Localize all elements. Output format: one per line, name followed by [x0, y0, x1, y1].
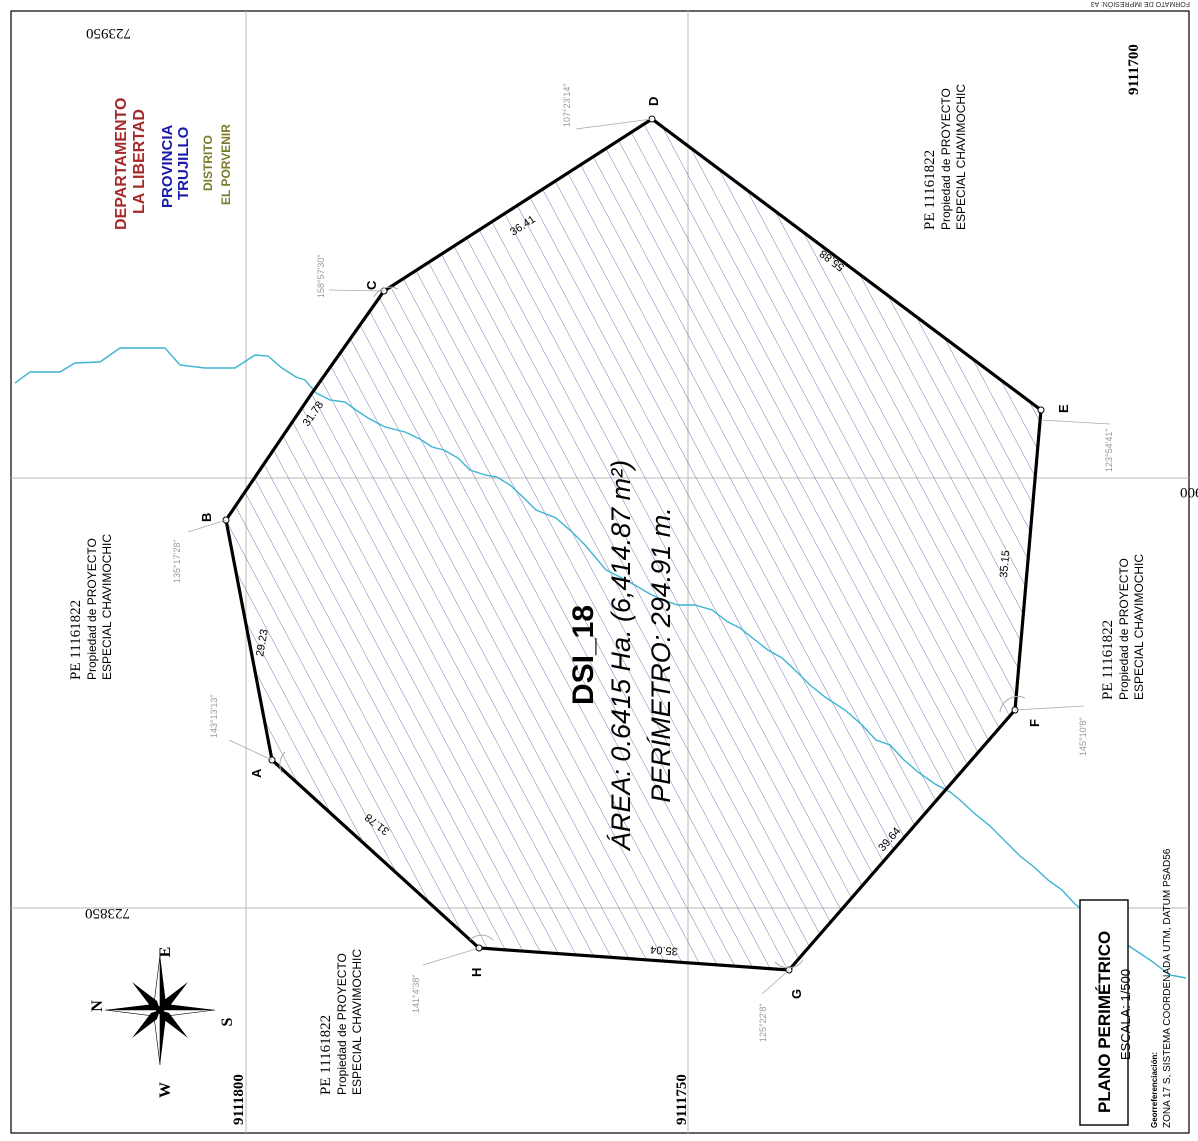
compass-e: E	[157, 947, 174, 958]
compass-rose: N E S W	[89, 947, 236, 1098]
title-block: PLANO PERIMÉTRICO ESCALA: 1/500 Georrefe…	[1079, 848, 1173, 1128]
side-length-AB: 29.23	[254, 628, 271, 657]
coord-northing-low: 723850	[85, 905, 130, 921]
vertex-angle-E: 123°54'41"	[1104, 428, 1114, 472]
property-label-left: PE 11161822 Propiedad de PROYECTO ESPECI…	[68, 534, 114, 680]
property-label-bottom-left: PE 11161822 Propiedad de PROYECTO ESPECI…	[318, 949, 364, 1095]
vertex-angle-A: 143°13'13"	[209, 694, 219, 738]
property-line2: ESPECIAL CHAVIMOCHIC	[1132, 554, 1146, 700]
vertex-label-B: B	[199, 513, 214, 522]
river-line	[14, 347, 1187, 979]
distrito-label: DISTRITO	[201, 135, 215, 191]
property-line1: Propiedad de PROYECTO	[85, 538, 99, 680]
property-line2: ESPECIAL CHAVIMOCHIC	[100, 534, 114, 680]
departamento-label: DEPARTAMENTO	[113, 98, 130, 230]
compass-star-icon	[104, 954, 216, 1066]
plan-scale: ESCALA: 1/500	[1118, 969, 1133, 1060]
compass-s: S	[219, 1017, 236, 1026]
vertex-angle-G: 125°22'8"	[758, 1003, 768, 1042]
vertex-angle-D: 107°23'14"	[562, 83, 572, 127]
property-line1: Propiedad de PROYECTO	[939, 88, 953, 230]
compass-n: N	[89, 1000, 106, 1012]
parcel-area: ÁREA: 0.6415 Ha. (6,414.87 m²)	[606, 460, 636, 852]
vertex-label-D: D	[646, 97, 661, 106]
compass-w: W	[157, 1082, 174, 1098]
property-code: PE 11161822	[318, 1015, 334, 1095]
property-line1: Propiedad de PROYECTO	[1117, 558, 1131, 700]
provincia-label: PROVINCIA	[159, 124, 176, 208]
vertex-label-F: F	[1027, 719, 1042, 727]
map-frame	[10, 10, 1190, 1134]
vertex-A: A 143°13'13"	[209, 694, 286, 778]
vertex-H: H 141°4'38"	[411, 934, 494, 1013]
parcel-perimeter: PERÍMETRO: 294.91 m.	[646, 507, 676, 803]
georef-label: Georreferenciación:	[1150, 1052, 1159, 1128]
coord-easting-bottom-mid: 9111750	[674, 1074, 690, 1125]
vertex-G: G 125°22'8"	[758, 959, 804, 1042]
property-line2: ESPECIAL CHAVIMOCHIC	[350, 949, 364, 1095]
vertex-B: B 135°17'28"	[172, 513, 230, 583]
parcel-name: DSI_18	[567, 605, 600, 705]
vertex-label-H: H	[469, 968, 484, 977]
departamento-value: LA LIBERTAD	[131, 109, 148, 214]
plan-title: PLANO PERIMÉTRICO	[1095, 931, 1114, 1113]
vertex-label-G: G	[789, 989, 804, 999]
side-length-GH: 35.04	[650, 943, 678, 957]
georef-text: ZONA 17 S, SISTEMA COORDENADA UTM, DATUM…	[1162, 848, 1173, 1128]
property-label-right: PE 11161822 Propiedad de PROYECTO ESPECI…	[1100, 554, 1146, 700]
vertex-angle-B: 135°17'28"	[172, 539, 182, 583]
distrito-value: EL PORVENIR	[219, 124, 233, 205]
vertex-D: D 107°23'14"	[562, 83, 661, 130]
vertex-C: C 158°57'30"	[316, 254, 399, 298]
vertex-label-A: A	[249, 768, 264, 778]
property-code: PE 11161822	[68, 600, 84, 680]
format-note: FORMATO DE IMPRESIÓN: A3	[1091, 0, 1190, 9]
vertex-label-C: C	[364, 280, 379, 290]
coord-easting-top-right: 9111700	[1126, 44, 1142, 95]
vertex-F: F 145°10'8"	[999, 696, 1088, 756]
vertex-E: E 123°54'41"	[1037, 404, 1114, 472]
property-label-top-right: PE 11161822 Propiedad de PROYECTO ESPECI…	[922, 84, 968, 230]
property-code: PE 11161822	[922, 150, 938, 230]
parcel-hatch	[226, 119, 1041, 970]
parcel-boundary	[224, 117, 1043, 972]
vertex-angle-H: 141°4'38"	[411, 974, 421, 1013]
coord-easting-bottom-left: 9111800	[231, 1074, 247, 1125]
vertex-angle-F: 145°10'8"	[1078, 717, 1088, 756]
property-code: PE 11161822	[1100, 620, 1116, 700]
parcel-annotation: DSI_18 ÁREA: 0.6415 Ha. (6,414.87 m²) PE…	[567, 460, 676, 852]
property-line2: ESPECIAL CHAVIMOCHIC	[954, 84, 968, 230]
provincia-value: TRUJILLO	[175, 126, 192, 200]
property-line1: Propiedad de PROYECTO	[335, 953, 349, 1095]
coord-northing-mid: 723900	[1180, 484, 1198, 500]
vertex-label-E: E	[1056, 404, 1071, 413]
coord-northing-top: 723950	[86, 25, 131, 41]
vertex-angle-C: 158°57'30"	[316, 254, 326, 298]
side-length-EF: 35.15	[998, 550, 1012, 578]
location-legend: DEPARTAMENTO LA LIBERTAD PROVINCIA TRUJI…	[113, 98, 233, 230]
